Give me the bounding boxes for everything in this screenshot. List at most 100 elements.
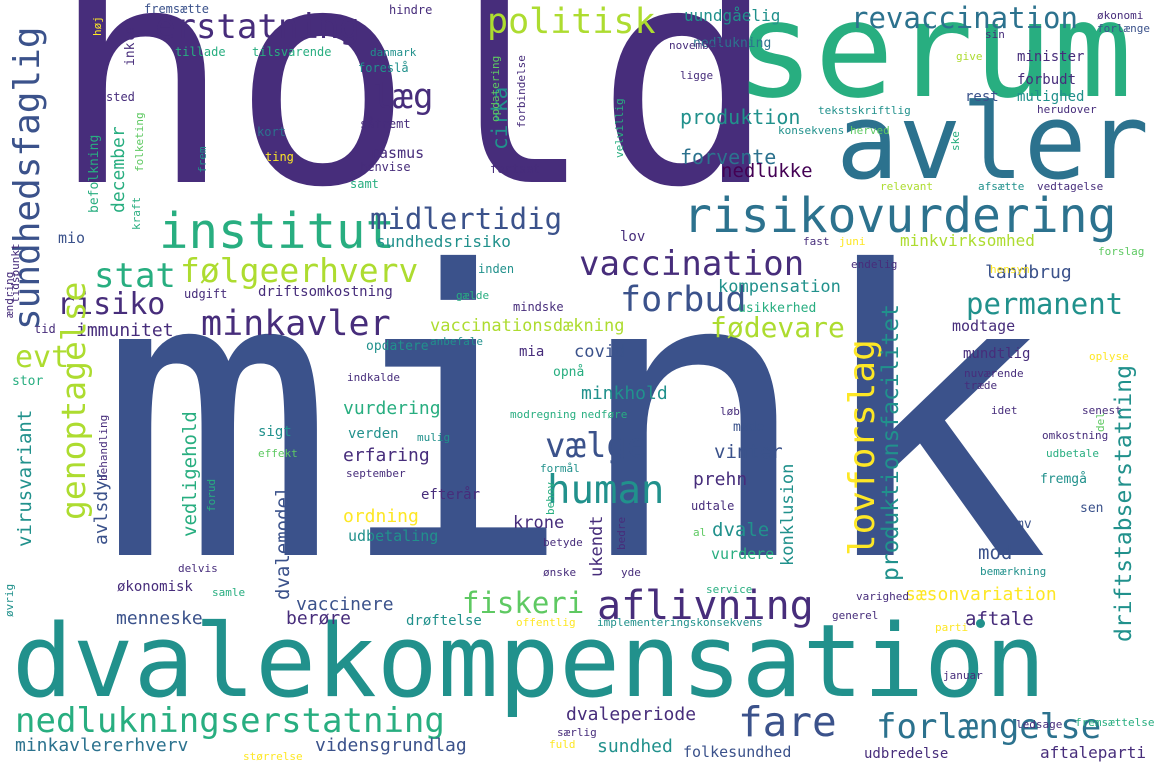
word-offentlig: offentlig (516, 616, 576, 629)
word-mink: mink (98, 189, 1050, 649)
word-formaal: formål (540, 462, 580, 475)
word-risikovurdering: risikovurdering (683, 188, 1117, 244)
word-vaccinationsdaekning: vaccinationsdækning (430, 316, 625, 336)
word-revaccination: revaccination (851, 1, 1078, 35)
word-give: give (956, 50, 983, 63)
word-driftsomkostning: driftsomkostning (258, 284, 393, 300)
dot-mark (976, 619, 985, 628)
word-forslaa: foreslå (358, 61, 409, 75)
word-mod: mod (978, 542, 1013, 564)
word-rest: rest (965, 89, 999, 105)
word-opdatering: opdatering (489, 55, 502, 122)
word-minkhold: minkhold (581, 383, 668, 404)
word-ledsage: ledsage (1016, 718, 1063, 731)
word-driftstabserstatning: driftstabserstatning (1111, 365, 1137, 642)
word-konsekvens: konsekvens (778, 124, 845, 137)
word-virusvariant: virusvariant (14, 409, 36, 547)
word-okonomi: økonomi (1097, 9, 1144, 22)
word-krone: krone (513, 513, 565, 533)
word-lov: lov (620, 229, 646, 245)
word-forbud: forbud (620, 280, 747, 320)
word-samt: samt (350, 177, 379, 191)
word-uundgaaelig: uundgåelig (684, 6, 781, 25)
word-politisk: politisk (487, 2, 656, 42)
word-loeb: løb (720, 405, 740, 418)
word-immunitet: immunitet (76, 320, 174, 341)
word-traede: træde (964, 379, 998, 392)
word-juni: juni (839, 235, 866, 248)
word-fodevare: fødevare (710, 311, 845, 344)
word-befolkning: befolkning (87, 134, 102, 213)
word-onske: ønske (543, 566, 577, 579)
word-oplyse: oplyse (1089, 350, 1129, 363)
word-december: december (108, 126, 129, 213)
word-mio: mio (58, 229, 86, 247)
word-hensyn: hensyn (990, 263, 1030, 276)
word-minister: minister (1017, 49, 1085, 65)
word-draftelse: drøftelse (406, 613, 482, 629)
word-erfaring: erfaring (343, 445, 430, 466)
word-rasmus: rasmus (370, 144, 425, 162)
word-opdatere: opdatere (366, 339, 429, 354)
word-forbudt: forbudt (1017, 72, 1077, 88)
word-senest: senest (1082, 404, 1122, 417)
word-danmark: danmark (370, 46, 417, 59)
word-vedligehold: vedligehold (179, 411, 201, 537)
word-udbetaling: udbetaling (348, 527, 439, 545)
word-kompensation: kompensation (718, 277, 841, 297)
word-tekstskriftlig: tekstskriftlig (818, 104, 911, 117)
word-kort: kort (257, 125, 286, 139)
word-prehn: prehn (693, 469, 748, 490)
word-dvalemodel: dvalemodel (272, 485, 294, 600)
word-dvaleperiode: dvaleperiode (566, 704, 697, 725)
word-bemaerkning: bemærkning (980, 565, 1047, 578)
word-ske: ske (949, 131, 962, 151)
word-opnaa: opnå (553, 365, 585, 380)
word-vidensgrundlag: vidensgrundlag (315, 735, 467, 756)
word-mia: mia (519, 344, 545, 360)
word-evt: evt (15, 340, 70, 375)
word-anbefale: anbefale (430, 335, 483, 348)
word-forud: forud (205, 478, 218, 512)
word-lovforslag: lovforslag (842, 339, 883, 556)
word-frem: frem (196, 146, 209, 174)
word-fremgaa: fremgå (1040, 472, 1087, 487)
word-covid: covid (574, 342, 626, 362)
word-sundhed: sundhed (597, 736, 673, 757)
word-vaelge: vælge (545, 426, 648, 466)
word-henvise: henvise (360, 160, 411, 174)
word-mulig: mulig (417, 431, 451, 444)
word-saafremt: såfremt (360, 117, 411, 131)
word-human: human (547, 468, 665, 513)
word-storrelse: størrelse (243, 750, 303, 763)
word-tillade: tillade (175, 45, 226, 59)
word-vurdere: vurdere (711, 545, 775, 563)
word-mulighed: mulighed (1017, 89, 1085, 105)
word-saerlig: særlig (557, 726, 597, 739)
word-betyde: betyde (543, 536, 583, 549)
word-folketing: folketing (133, 112, 146, 172)
word-landbrug: landbrug (985, 262, 1072, 283)
word-minkvirksomhed: minkvirksomhed (900, 231, 1035, 250)
word-fare: fare (738, 698, 837, 746)
word-ovrig: øvrig (3, 583, 16, 617)
word-ligge: ligge (680, 69, 714, 82)
word-tilsvarende: tilsvarende (252, 45, 332, 59)
word-udbredelse: udbredelse (864, 746, 949, 762)
word-forlaenge: forlænge (1097, 22, 1150, 35)
word-produktion: produktion (680, 105, 801, 129)
word-modregning: modregning (510, 408, 577, 421)
word-udgift: udgift (184, 287, 228, 301)
word-service: service (706, 583, 753, 596)
word-hold: hold (50, 0, 778, 254)
word-endelig: endelig (851, 258, 898, 271)
word-ukendt: ukendt (587, 515, 607, 577)
word-nedlukke: nedlukke (721, 160, 813, 182)
word-nedfore: nedføre (581, 408, 628, 421)
word-yde: yde (621, 566, 641, 579)
word-minkavlererhverv: minkavlererhverv (15, 735, 189, 756)
word-fast: fast (803, 235, 830, 248)
word-mode: møde (733, 420, 765, 435)
word-stor: stor (12, 374, 44, 389)
